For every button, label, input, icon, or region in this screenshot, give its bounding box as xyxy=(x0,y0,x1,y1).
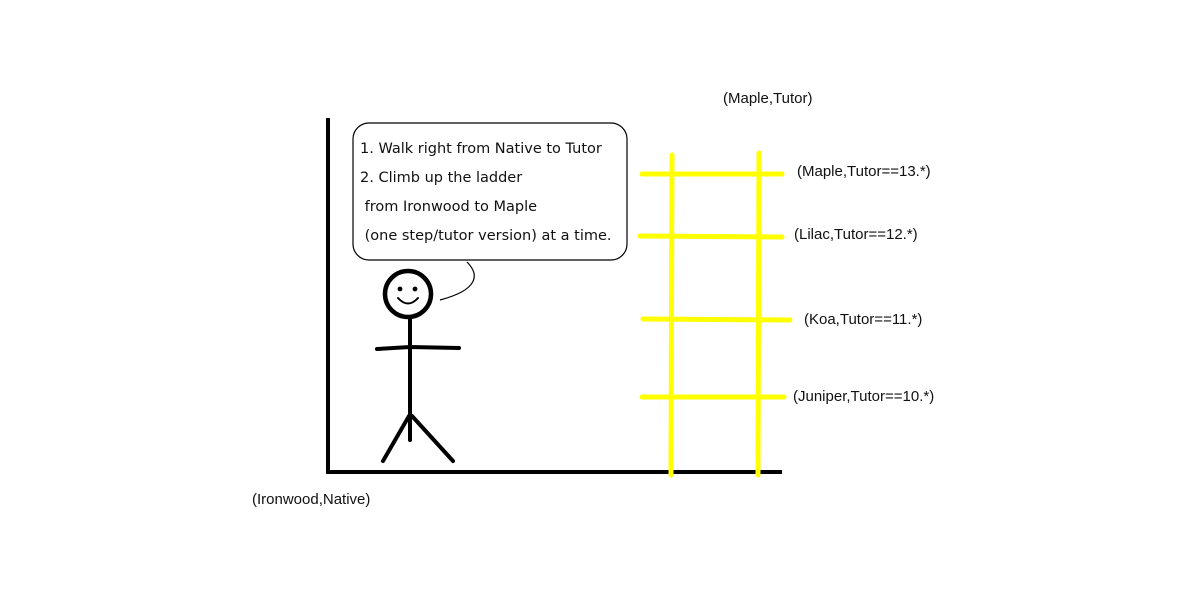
smile xyxy=(397,297,419,305)
left-eye xyxy=(397,286,403,292)
speech-bubble xyxy=(352,122,628,301)
rung-label-koa: (Koa,Tutor==11.*) xyxy=(804,311,923,328)
speech-bubble-line-4: (one step/tutor version) at a time. xyxy=(360,228,612,244)
axes xyxy=(326,118,782,474)
speech-bubble-line-3: from Ironwood to Maple xyxy=(360,199,538,215)
right-leg xyxy=(410,414,455,463)
smiley-face-icon xyxy=(382,268,434,320)
arms xyxy=(375,344,461,351)
top-label: (Maple,Tutor) xyxy=(723,90,813,107)
speech-bubble-line-2: 2. Climb up the ladder xyxy=(360,170,523,186)
ladder-rung-koa xyxy=(640,316,793,323)
speech-bubble-box xyxy=(352,122,628,261)
speech-bubble-tail xyxy=(439,261,475,301)
rung-label-lilac: (Lilac,Tutor==12.*) xyxy=(794,226,918,243)
ladder-rung-lilac xyxy=(637,233,785,240)
stick-figure-icon xyxy=(375,268,461,463)
ladder-rail-left xyxy=(668,152,675,478)
rung-label-juniper: (Juniper,Tutor==10.*) xyxy=(793,388,935,405)
left-leg xyxy=(381,414,411,463)
ladder xyxy=(637,150,793,478)
speech-bubble-line-1: 1. Walk right from Native to Tutor xyxy=(360,141,602,157)
right-eye xyxy=(412,286,418,292)
origin-label: (Ironwood,Native) xyxy=(252,491,371,508)
ladder-rail-right xyxy=(755,150,762,478)
rung-label-maple: (Maple,Tutor==13.*) xyxy=(797,163,931,180)
